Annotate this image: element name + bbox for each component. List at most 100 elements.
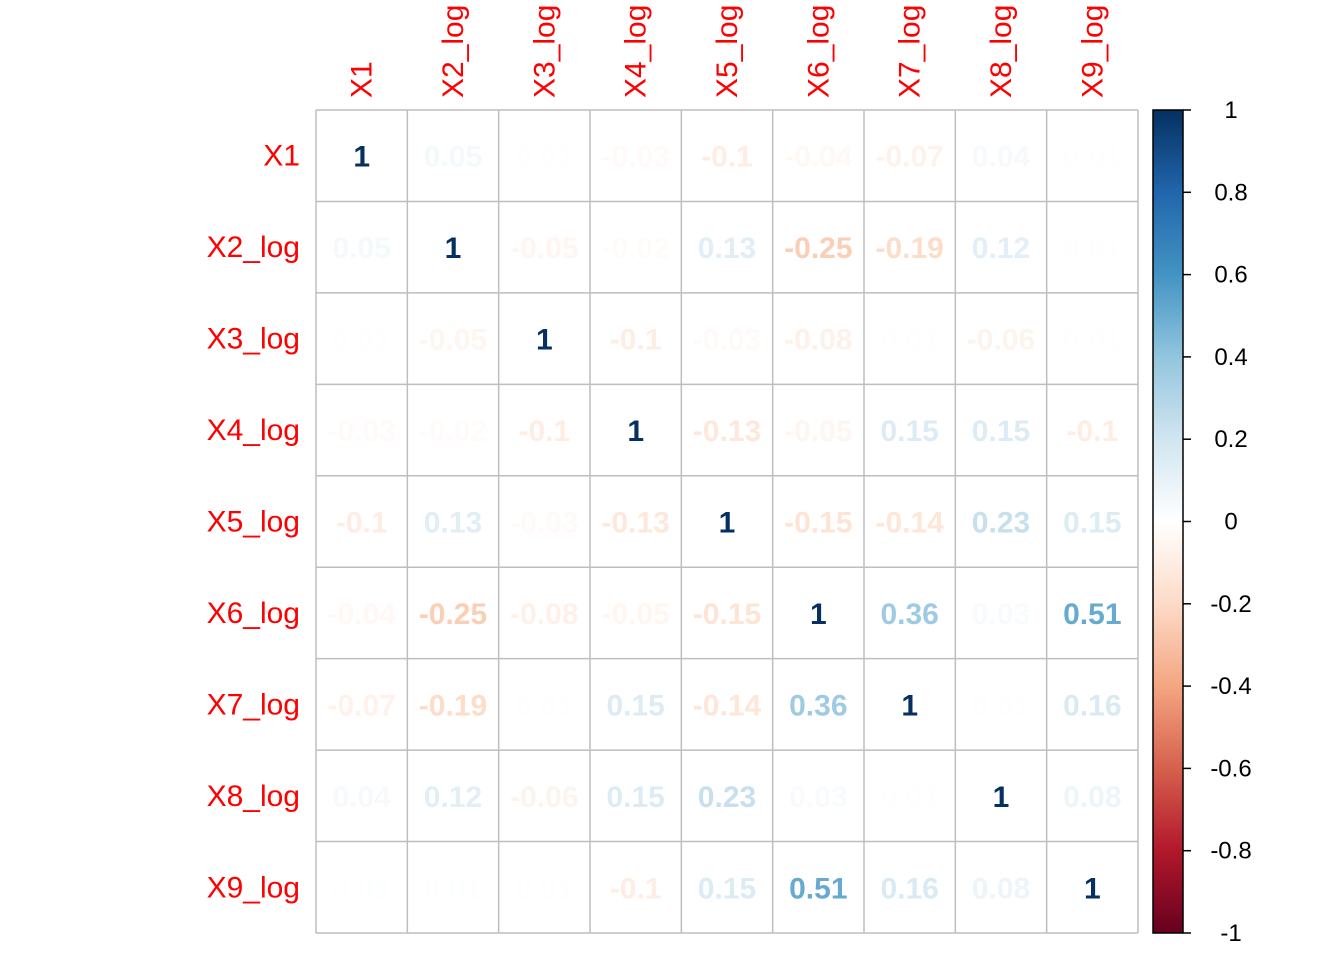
cell-value: -0.03 bbox=[510, 507, 578, 540]
legend-tick-label: 1 bbox=[1224, 97, 1237, 124]
cell-value: 1 bbox=[353, 141, 370, 174]
row-label: X3_log bbox=[207, 323, 300, 356]
row-label: X2_log bbox=[207, 231, 300, 264]
row-label: X1 bbox=[263, 140, 300, 173]
cell-value: -0.14 bbox=[875, 507, 944, 540]
legend-tick-label: 0.4 bbox=[1214, 344, 1247, 371]
cell-value: 0.51 bbox=[1063, 598, 1121, 631]
cell-value: 1 bbox=[1084, 872, 1101, 905]
cell-value: 0.01 bbox=[424, 872, 482, 905]
cell-value: 0.01 bbox=[515, 872, 573, 905]
cell-value: 0.15 bbox=[606, 781, 664, 814]
cell-value: -0.15 bbox=[784, 507, 852, 540]
cell-value: -0.25 bbox=[419, 598, 487, 631]
legend-tick-label: -0.2 bbox=[1210, 591, 1251, 618]
cell-value: -0.25 bbox=[784, 232, 852, 265]
cell-value: -0.07 bbox=[875, 141, 943, 174]
cell-value: -0.07 bbox=[327, 689, 395, 722]
legend-tick-label: 0.2 bbox=[1214, 426, 1247, 453]
cell-value: -0.1 bbox=[518, 415, 570, 448]
cell-value: -0.04 bbox=[784, 141, 853, 174]
cell-value: -0.04 bbox=[327, 598, 396, 631]
cell-value: 1 bbox=[719, 507, 736, 540]
cell-value: -0.08 bbox=[510, 598, 578, 631]
cell-value: 0.36 bbox=[789, 689, 847, 722]
cell-value: 0.16 bbox=[1063, 689, 1121, 722]
cell-value: -0.06 bbox=[967, 324, 1035, 357]
cell-value: 0.03 bbox=[972, 598, 1030, 631]
row-label: X8_log bbox=[207, 780, 300, 813]
cell-value: -0.03 bbox=[327, 415, 395, 448]
cell-value: 0.01 bbox=[972, 689, 1030, 722]
cell-value: -0.14 bbox=[693, 689, 762, 722]
column-label: X6_log bbox=[802, 5, 835, 98]
cell-value: 0.23 bbox=[698, 781, 756, 814]
cell-value: -0.02 bbox=[419, 415, 487, 448]
column-label: X2_log bbox=[437, 5, 470, 98]
cell-value: 0.23 bbox=[972, 507, 1030, 540]
cell-value: 0.04 bbox=[332, 781, 391, 814]
cell-value: -0.03 bbox=[693, 324, 761, 357]
color-legend-bar bbox=[1152, 109, 1184, 934]
cell-value: 0.08 bbox=[1063, 781, 1121, 814]
cell-value: -0.1 bbox=[610, 324, 662, 357]
legend-tick-label: -0.6 bbox=[1210, 755, 1251, 782]
column-label: X8_log bbox=[985, 5, 1018, 98]
cell-value: -0.1 bbox=[610, 872, 662, 905]
legend-tick-label: 0.6 bbox=[1214, 262, 1247, 289]
cell-value: 0.01 bbox=[515, 141, 573, 174]
cell-value: -0.1 bbox=[336, 507, 388, 540]
cell-value: 1 bbox=[993, 781, 1010, 814]
legend-tick-label: -0.8 bbox=[1210, 838, 1251, 865]
cell-value: -0.1 bbox=[701, 141, 753, 174]
cell-value: 1 bbox=[901, 689, 918, 722]
cell-value: -0.05 bbox=[510, 232, 578, 265]
cell-value: 0.01 bbox=[332, 324, 390, 357]
cell-value: 0.01 bbox=[332, 872, 390, 905]
cell-value: 0.15 bbox=[880, 415, 938, 448]
legend-tick-label: -1 bbox=[1220, 920, 1241, 947]
cell-value: 0.03 bbox=[789, 781, 847, 814]
column-label: X9_log bbox=[1076, 5, 1109, 98]
legend-tick-label: 0 bbox=[1224, 509, 1237, 536]
cell-value: -0.13 bbox=[693, 415, 761, 448]
cell-value: 0.36 bbox=[880, 598, 938, 631]
cell-value: 0.01 bbox=[880, 324, 938, 357]
cell-value: 0.05 bbox=[424, 141, 482, 174]
cell-value: 0.01 bbox=[1063, 141, 1121, 174]
cell-value: 0.12 bbox=[972, 232, 1030, 265]
cell-value: 0.15 bbox=[606, 689, 664, 722]
cell-value: -0.19 bbox=[875, 232, 943, 265]
cell-value: 1 bbox=[627, 415, 644, 448]
cell-value: -0.13 bbox=[601, 507, 669, 540]
cell-value: 0.13 bbox=[698, 232, 756, 265]
row-label: X6_log bbox=[207, 597, 300, 630]
cell-value: 0.05 bbox=[332, 232, 390, 265]
cell-value: 1 bbox=[445, 232, 462, 265]
cell-value: -0.15 bbox=[693, 598, 761, 631]
cell-value: 0.13 bbox=[424, 507, 482, 540]
cell-value: 0.16 bbox=[880, 872, 938, 905]
cell-value: 0.01 bbox=[1063, 232, 1121, 265]
cell-value: 0.08 bbox=[972, 872, 1030, 905]
column-label: X1 bbox=[346, 61, 379, 98]
cell-value: 0.04 bbox=[972, 141, 1031, 174]
column-label: X3_log bbox=[528, 5, 561, 98]
column-label: X7_log bbox=[894, 5, 927, 98]
cell-value: 0.01 bbox=[1063, 324, 1121, 357]
row-label: X9_log bbox=[207, 871, 300, 904]
cell-value: 0.51 bbox=[789, 872, 847, 905]
cell-value: -0.1 bbox=[1066, 415, 1118, 448]
cell-value: 0.15 bbox=[972, 415, 1030, 448]
cell-value: 0.15 bbox=[698, 872, 756, 905]
cell-value: 1 bbox=[536, 324, 553, 357]
cell-value: -0.19 bbox=[419, 689, 487, 722]
cell-value: 1 bbox=[810, 598, 827, 631]
cell-value: 0.12 bbox=[424, 781, 482, 814]
cell-value: -0.06 bbox=[510, 781, 578, 814]
legend-tick-label: 0.8 bbox=[1214, 179, 1247, 206]
legend-tick-label: -0.4 bbox=[1210, 673, 1251, 700]
row-label: X5_log bbox=[207, 506, 300, 539]
row-label: X7_log bbox=[207, 688, 300, 721]
